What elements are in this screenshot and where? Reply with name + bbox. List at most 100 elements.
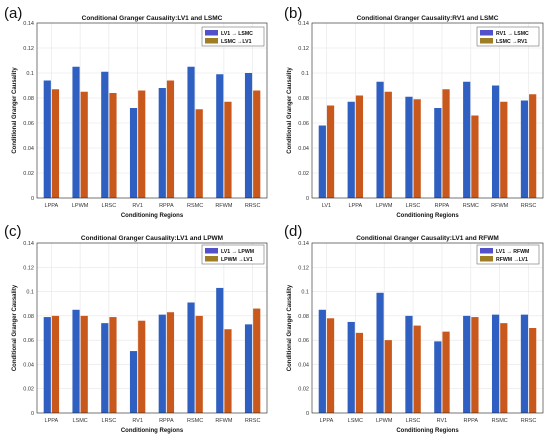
y-tick-label: 0.14 — [23, 21, 34, 27]
x-tick-label: RPPA — [435, 203, 450, 209]
bar-series1 — [72, 309, 80, 413]
x-tick-label: RRSC — [245, 203, 261, 209]
plot-area — [312, 243, 543, 413]
y-tick-label: 0.02 — [23, 387, 34, 393]
bar-series1 — [187, 302, 195, 413]
panel-label: (d) — [284, 223, 302, 240]
bar-series2 — [384, 340, 392, 413]
bar-series1 — [101, 323, 109, 413]
x-tick-label: RSMC — [463, 203, 479, 209]
x-tick-label: RFWM — [215, 203, 233, 209]
x-tick-label: LPWM — [72, 203, 89, 209]
x-axis-label: Conditioning Regions — [396, 428, 459, 434]
plot-area — [37, 23, 267, 198]
bar-series2 — [413, 325, 421, 413]
y-tick-label: 0.08 — [23, 96, 34, 102]
panel-label: (c) — [4, 223, 22, 240]
chart-panel-d: (d) 0 0.02 0.04 0.06 0.08 0.1 0.12 0.14 LPPA LSMC L… — [284, 223, 544, 434]
y-tick-label: 0.06 — [298, 338, 309, 344]
bar-series2 — [80, 315, 88, 413]
y-tick-label: 0.04 — [298, 146, 309, 152]
bar-series1 — [463, 315, 471, 413]
y-tick-label: 0.1 — [26, 71, 34, 77]
bar-series1 — [244, 73, 253, 198]
legend: LV1 → LPWM LPWM →LV1 — [201, 244, 265, 265]
bar-series2 — [253, 308, 261, 413]
bar-series1 — [520, 100, 529, 198]
bar-series2 — [500, 323, 508, 413]
x-tick-label: RPPA — [159, 418, 174, 424]
x-tick-label: LRSC — [102, 203, 117, 209]
chart-panel-b: (b) 0 0.02 0.04 0.06 0.08 0.1 0.12 0.14 LV1 LPPA LP… — [284, 5, 544, 219]
bar-series1 — [434, 108, 442, 198]
bar-series2 — [355, 95, 364, 198]
bar-series1 — [187, 66, 195, 198]
chart-title: Conditional Granger Causality:LV1 and RF… — [356, 235, 499, 242]
x-tick-label: LPPA — [348, 203, 362, 209]
bar-series1 — [318, 125, 326, 198]
legend-swatch — [480, 256, 493, 262]
bar-series1 — [376, 292, 384, 413]
y-tick-label: 0 — [306, 411, 309, 417]
bar-series1 — [43, 80, 51, 198]
bar-series2 — [529, 94, 537, 198]
bar-series1 — [129, 108, 138, 198]
x-tick-label: RV1 — [132, 418, 143, 424]
legend: LV1 → RFWM RFWM →LV1 — [476, 244, 540, 265]
y-tick-label: 0.08 — [298, 96, 309, 102]
bar-series1 — [434, 341, 442, 413]
bar-series1 — [129, 351, 138, 413]
bar-series1 — [347, 101, 355, 198]
bar-series2 — [166, 312, 175, 413]
bar-series2 — [471, 317, 479, 413]
x-tick-label: LPWM — [376, 203, 393, 209]
bar-series2 — [224, 329, 232, 413]
y-tick-label: 0.08 — [23, 314, 34, 320]
y-tick-label: 0.02 — [298, 387, 309, 393]
chart-panel-c: (c) 0 0.02 0.04 0.06 0.08 0.1 0.12 0.14 LPPA LSMC L… — [4, 223, 268, 434]
x-tick-label: RSMC — [187, 203, 203, 209]
legend: RV1 → LSMC LSMC →RV1 — [476, 26, 540, 47]
y-axis-label: Conditional Granger Causality — [287, 67, 293, 154]
bar-series2 — [355, 332, 364, 413]
y-tick-label: 0.04 — [23, 146, 34, 152]
x-tick-label: RSMC — [187, 418, 203, 424]
bar-series2 — [224, 101, 232, 198]
legend-swatch — [480, 38, 493, 44]
y-tick-label: 0.12 — [298, 46, 309, 52]
chart-title: Conditional Granger Causality:RV1 and LS… — [357, 15, 499, 22]
x-tick-label: RSMC — [492, 418, 508, 424]
bar-series2 — [138, 320, 146, 413]
legend-entry: LSMC →RV1 — [496, 39, 527, 45]
bar-series2 — [138, 90, 146, 198]
y-tick-label: 0.1 — [301, 71, 309, 77]
bar-series1 — [216, 287, 224, 413]
y-axis-label: Conditional Granger Causality — [12, 284, 18, 371]
legend-entry: LPWM →LV1 — [221, 257, 253, 263]
legend-swatch — [205, 38, 218, 44]
panel-label: (a) — [4, 5, 22, 22]
legend-entry: RV1 → LSMC — [496, 31, 529, 37]
y-tick-label: 0.04 — [23, 362, 34, 368]
bar-series1 — [463, 81, 471, 198]
y-tick-label: 0.14 — [298, 241, 309, 247]
y-axis-label: Conditional Granger Causality — [12, 67, 18, 154]
bar-series2 — [326, 318, 335, 413]
x-tick-label: LRSC — [406, 203, 421, 209]
x-tick-label: RRSC — [521, 203, 537, 209]
legend-swatch — [205, 248, 218, 254]
bar-series2 — [195, 315, 203, 413]
bar-series2 — [384, 91, 392, 198]
bar-series1 — [520, 314, 529, 413]
bar-series1 — [216, 74, 224, 198]
y-tick-label: 0.06 — [298, 121, 309, 127]
x-axis-label: Conditioning Regions — [121, 428, 184, 434]
x-tick-label: RV1 — [437, 418, 448, 424]
bar-series2 — [253, 90, 261, 198]
legend-entry: LV1 → RFWM — [496, 249, 529, 255]
bar-series2 — [500, 101, 508, 198]
legend-entry: LV1 → LSMC — [221, 31, 253, 37]
bar-series2 — [80, 91, 88, 198]
